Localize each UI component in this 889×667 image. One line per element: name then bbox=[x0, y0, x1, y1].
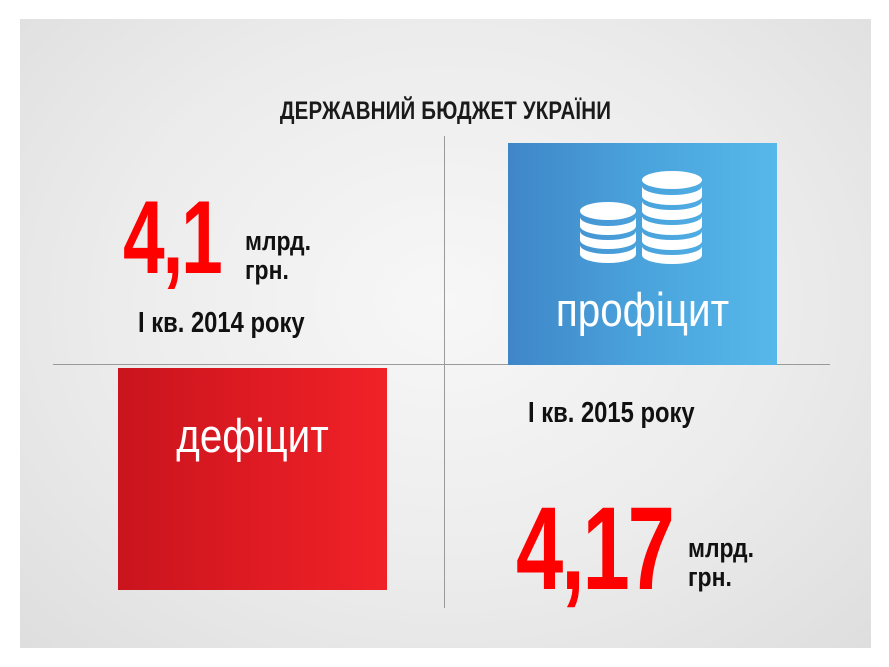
deficit-unit: млрд. грн. bbox=[245, 227, 311, 285]
surplus-label: профіцит bbox=[555, 283, 730, 336]
surplus-unit: млрд. грн. bbox=[688, 534, 754, 592]
deficit-period: І кв. 2014 року bbox=[138, 307, 305, 339]
surplus-box: профіцит bbox=[508, 143, 777, 365]
coins-icon bbox=[580, 171, 702, 264]
infographic-card: ДЕРЖАВНИЙ БЮДЖЕТ УКРАЇНИ 4,1 млрд. грн. … bbox=[20, 19, 871, 648]
vertical-divider bbox=[444, 136, 445, 608]
surplus-amount: 4,17 bbox=[516, 483, 675, 615]
deficit-box: дефіцит bbox=[118, 368, 387, 590]
deficit-unit-line1: млрд. bbox=[245, 226, 311, 256]
deficit-unit-line2: грн. bbox=[245, 255, 289, 285]
horizontal-divider bbox=[53, 364, 830, 365]
deficit-amount: 4,1 bbox=[123, 180, 223, 296]
deficit-label: дефіцит bbox=[176, 409, 329, 462]
surplus-period: І кв. 2015 року bbox=[528, 397, 695, 429]
infographic-title: ДЕРЖАВНИЙ БЮДЖЕТ УКРАЇНИ bbox=[279, 97, 612, 125]
surplus-unit-line1: млрд. bbox=[688, 533, 754, 563]
surplus-unit-line2: грн. bbox=[688, 562, 732, 592]
